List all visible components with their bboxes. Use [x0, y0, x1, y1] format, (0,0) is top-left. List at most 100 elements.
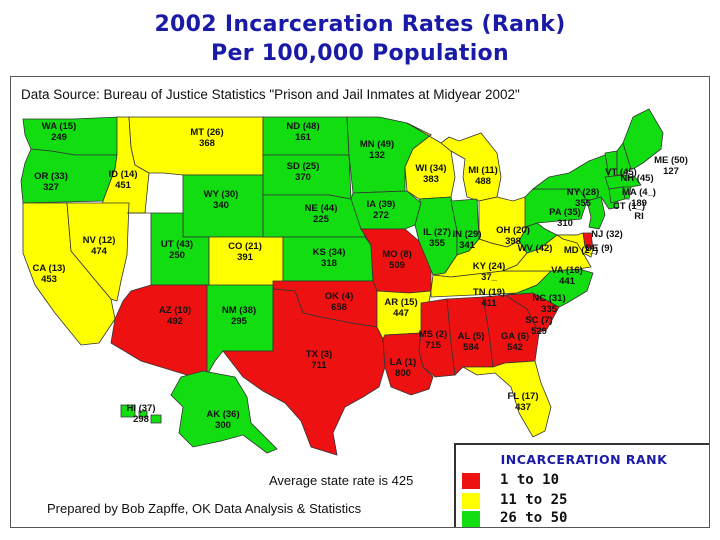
state-rate-mn: 132	[369, 150, 385, 161]
state-tx	[222, 288, 386, 456]
state-label-az: AZ (10)	[159, 305, 191, 316]
state-nh	[616, 142, 632, 176]
legend-swatch-red	[462, 473, 480, 489]
state-label-id: ID (14)	[108, 169, 137, 180]
state-rate-sd: 370	[295, 172, 311, 183]
state-label-nc: NC (31)	[532, 293, 565, 304]
data-source-note: Data Source: Bureau of Justice Statistic…	[21, 87, 520, 102]
state-label-or: OR (33)	[34, 171, 68, 182]
legend-label: 26 to 50	[500, 510, 568, 526]
us-map: WA (15)249 OR (33)327 CA (13)453 ID (14)451…	[20, 108, 688, 456]
state-rate-in: 341	[459, 240, 476, 251]
state-label-ar: AR (15)	[384, 297, 417, 308]
state-rate-pa: 310	[557, 218, 573, 229]
state-label-ga: GA (6)	[501, 331, 529, 342]
legend-item-tier1: 1 to 10	[462, 472, 702, 491]
state-label-la: LA (1)	[390, 357, 417, 368]
state-label-nv: NV (12)	[83, 235, 116, 246]
state-label-ma: MA (4_)	[622, 187, 656, 198]
state-rate-id: 451	[115, 180, 132, 191]
state-hi-island	[150, 414, 162, 424]
state-label-pa: PA (35)	[549, 207, 581, 218]
legend-swatch-green	[462, 511, 480, 527]
state-rate-va: 441	[559, 276, 576, 287]
state-label-ks: KS (34)	[313, 247, 346, 258]
state-rate-tn: 411	[481, 298, 497, 309]
state-rate-co: 391	[237, 252, 254, 263]
state-label-wy: WY (30)	[204, 189, 239, 200]
state-label-al: AL (5)	[458, 331, 485, 342]
state-rate-mo: 509	[389, 260, 405, 271]
state-rate-wi: 383	[423, 174, 439, 185]
state-rate-tx: 711	[311, 360, 327, 371]
state-label-ak: AK (36)	[206, 409, 239, 420]
state-rate-ia: 272	[373, 210, 389, 221]
state-label-mn: MN (49)	[360, 139, 394, 150]
state-rate-ne: 225	[313, 214, 330, 225]
state-rate-hi: 298	[133, 414, 149, 425]
map-frame: WA (15) 249 OR (33) 327 CA (13) 453 ID (14) 451…	[10, 76, 710, 528]
state-label-de: DE (9)	[585, 243, 612, 254]
state-label-md: MD (2_)	[564, 245, 598, 256]
state-label-sd: SD (25)	[287, 161, 320, 172]
state-rate-la: 800	[395, 368, 411, 379]
page-title: 2002 Incarceration Rates (Rank) Per 100,…	[0, 10, 720, 68]
credit-note: Prepared by Bob Zapffe, OK Data Analysis…	[47, 501, 362, 516]
state-rate-nm: 295	[231, 316, 248, 327]
state-az	[110, 284, 208, 376]
state-rate-ma: 189	[631, 198, 647, 209]
state-label-ct: CT (1_)	[613, 201, 645, 212]
state-label-ny: NY (28)	[567, 187, 600, 198]
legend-item-tier2: 11 to 25	[462, 492, 702, 511]
state-label-co: CO (21)	[228, 241, 262, 252]
state-label-ri: RI	[634, 211, 644, 222]
state-nc	[504, 268, 594, 308]
state-label-hi: HI (37)	[126, 403, 155, 414]
state-label-sc: SC (7)	[525, 315, 552, 326]
state-rate-ks: 318	[321, 258, 337, 269]
state-md	[555, 232, 594, 258]
state-label-tn: TN (19)	[473, 287, 505, 298]
state-rate-ny: 355	[575, 198, 592, 209]
state-fl	[461, 360, 552, 438]
state-label-nm: NM (38)	[222, 305, 256, 316]
state-rate-ca: 453	[41, 274, 57, 285]
title-line-2: Per 100,000 Population	[211, 41, 509, 66]
state-label-ok: OK (4)	[325, 291, 354, 302]
state-mt	[128, 116, 264, 176]
state-label-mi: MI (11)	[468, 165, 498, 176]
legend-title: INCARCERATION RANK	[500, 452, 668, 467]
state-rate-ar: 447	[393, 308, 409, 319]
legend: INCARCERATION RANK 1 to 10 11 to 25 26 t…	[454, 443, 709, 527]
state-label-ms: MS (2)	[419, 329, 448, 340]
state-nj	[586, 196, 606, 230]
state-rate-ga: 542	[507, 342, 523, 353]
state-rate-nc: 335	[541, 304, 558, 315]
state-label-ne: NE (44)	[305, 203, 338, 214]
state-nv	[66, 202, 130, 302]
state-hi-island	[138, 410, 148, 418]
state-rate-me: 127	[663, 166, 679, 177]
state-label-vt: VT (45)	[605, 167, 637, 178]
state-rate-az: 492	[167, 316, 183, 327]
state-rate-ut: 250	[169, 250, 185, 261]
state-rate-il: 355	[429, 238, 446, 249]
state-label-oh: OH (20)	[496, 225, 530, 236]
average-rate-note: Average state rate is 425	[269, 473, 414, 488]
state-label-nh: NH (45)	[620, 173, 653, 184]
state-mi	[440, 132, 502, 202]
state-label-fl: FL (17)	[508, 391, 539, 402]
state-rate-wy: 340	[213, 200, 229, 211]
state-ak	[170, 370, 278, 454]
state-label-me: ME (50)	[654, 155, 688, 166]
legend-swatch-yellow	[462, 493, 480, 509]
state-rate-mt: 368	[199, 138, 215, 149]
state-rate-nv: 474	[91, 246, 108, 257]
state-label-ky: KY (24)	[473, 261, 506, 272]
state-label-tx: TX (3)	[306, 349, 332, 360]
state-rate-mi: 488	[475, 176, 491, 187]
state-wv	[518, 222, 558, 254]
legend-item-tier3: 26 to 50	[462, 510, 702, 527]
state-rate-ms: 715	[425, 340, 442, 351]
state-rate-al: 584	[463, 342, 480, 353]
